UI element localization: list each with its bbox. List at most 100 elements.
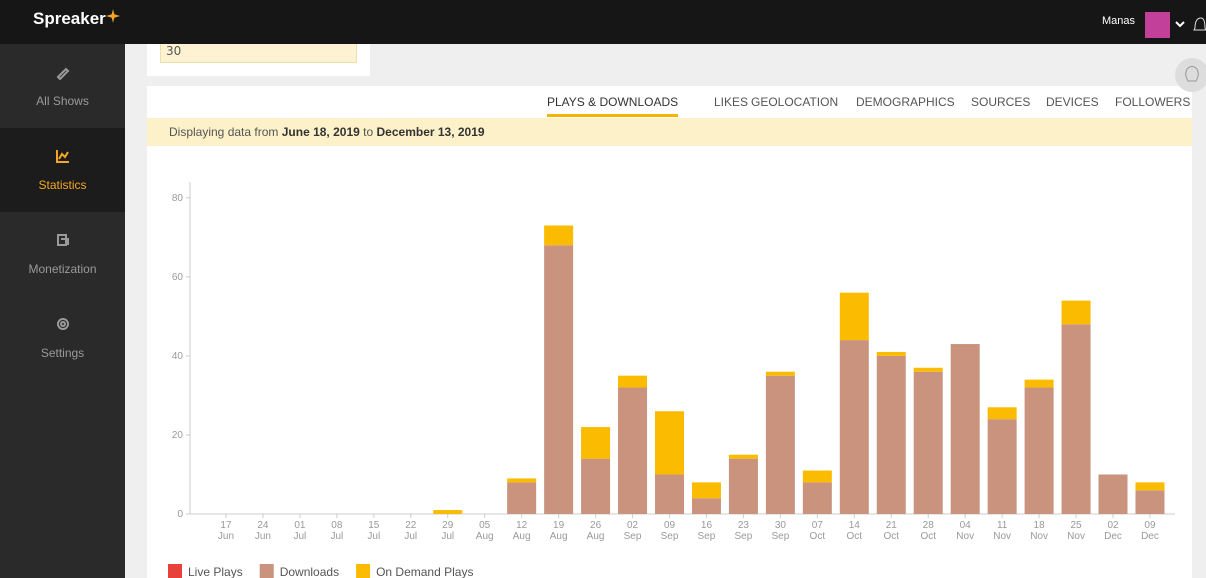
x-tick-label: 19 xyxy=(553,520,565,531)
banner-start: June 18, 2019 xyxy=(282,125,360,139)
user-name[interactable]: Manas xyxy=(1102,15,1135,27)
banner-end: December 13, 2019 xyxy=(377,125,485,139)
x-tick-label: 01 xyxy=(294,520,306,531)
bar-segment xyxy=(803,482,832,514)
x-tick-label: 05 xyxy=(479,520,491,531)
summary-card: 30 xyxy=(147,44,370,76)
x-tick-label: Nov xyxy=(993,531,1011,542)
bar-segment xyxy=(544,245,573,514)
legend-label: On Demand Plays xyxy=(376,565,473,578)
hint-button[interactable] xyxy=(1174,57,1206,93)
nav-icon xyxy=(55,316,71,332)
logo-star xyxy=(106,9,120,23)
legend-swatch xyxy=(168,564,182,578)
nav-label[interactable]: All Shows xyxy=(0,94,125,108)
dropdown-arrow[interactable] xyxy=(1176,22,1184,26)
chart: 02040608017Jun24Jun01Jul08Jul15Jul22Jul2… xyxy=(147,146,1192,578)
bar-segment xyxy=(433,510,462,514)
x-tick-label: 07 xyxy=(812,520,824,531)
x-tick-label: 17 xyxy=(220,520,232,531)
banner-text: Displaying data from xyxy=(169,125,278,139)
bar-segment xyxy=(877,352,906,356)
logo[interactable]: Spreaker xyxy=(33,9,120,29)
x-tick-label: 23 xyxy=(738,520,750,531)
icon-shape xyxy=(58,319,68,329)
x-tick-label: Sep xyxy=(624,531,642,542)
x-tick-label: Aug xyxy=(513,531,531,542)
bar-segment xyxy=(692,482,721,498)
x-tick-label: Oct xyxy=(847,531,863,542)
bar-segment xyxy=(988,419,1017,514)
x-tick-label: Jul xyxy=(441,531,454,542)
bar-segment xyxy=(840,293,869,340)
tab[interactable]: GEOLOCATION xyxy=(751,95,838,109)
bar-segment xyxy=(507,478,536,482)
avatar[interactable] xyxy=(1145,12,1170,38)
nav-item[interactable]: All Shows xyxy=(0,44,125,128)
x-tick-label: Sep xyxy=(771,531,789,542)
nav-label[interactable]: Settings xyxy=(0,346,125,360)
nav-label[interactable]: Monetization xyxy=(0,262,125,276)
x-tick-label: 22 xyxy=(405,520,417,531)
x-tick-label: 29 xyxy=(442,520,454,531)
x-tick-label: Aug xyxy=(550,531,568,542)
bar-segment xyxy=(655,474,684,514)
y-tick-label: 80 xyxy=(172,193,184,204)
tab[interactable]: DEMOGRAPHICS xyxy=(856,95,955,109)
bar-segment xyxy=(877,356,906,514)
tab[interactable]: PLAYS & DOWNLOADS xyxy=(547,95,678,117)
bar-segment xyxy=(581,427,610,459)
nav-icon xyxy=(55,64,71,80)
y-tick-label: 60 xyxy=(172,272,184,283)
x-tick-label: 16 xyxy=(701,520,713,531)
x-tick-label: 09 xyxy=(1144,520,1156,531)
bar-segment xyxy=(1062,324,1091,514)
nav-item[interactable]: Settings xyxy=(0,296,125,380)
logo-text[interactable]: Spreaker xyxy=(33,9,106,28)
bar-segment xyxy=(914,372,943,514)
nav-icon xyxy=(55,232,71,248)
x-tick-label: Jul xyxy=(294,531,307,542)
x-tick-label: Sep xyxy=(698,531,716,542)
top-bar: Spreaker Manas xyxy=(0,0,1206,44)
x-tick-label: 25 xyxy=(1070,520,1082,531)
x-tick-label: 02 xyxy=(1107,520,1119,531)
x-tick-label: Jun xyxy=(218,531,234,542)
page: Spreaker Manas All Shows Statistics Moneti… xyxy=(0,0,1206,578)
x-tick-label: 21 xyxy=(886,520,898,531)
x-tick-label: Dec xyxy=(1141,531,1159,542)
nav-label[interactable]: Statistics xyxy=(0,178,125,192)
x-tick-label: Nov xyxy=(1030,531,1048,542)
bar-segment xyxy=(618,388,647,514)
nav-item[interactable]: Statistics xyxy=(0,128,125,212)
icon-shape xyxy=(58,69,68,79)
bar-segment xyxy=(729,459,758,514)
x-tick-label: Jul xyxy=(330,531,343,542)
x-tick-label: Aug xyxy=(587,531,605,542)
bar-segment xyxy=(544,225,573,245)
tab[interactable]: FOLLOWERS xyxy=(1115,95,1190,109)
tab[interactable]: LIKES xyxy=(714,95,748,109)
x-tick-label: 02 xyxy=(627,520,639,531)
y-tick-label: 40 xyxy=(172,351,184,362)
bar-segment xyxy=(1025,380,1054,388)
bar-segment xyxy=(951,344,980,514)
user-controls[interactable] xyxy=(1145,12,1206,42)
x-tick-label: 09 xyxy=(664,520,676,531)
x-tick-label: Nov xyxy=(956,531,974,542)
summary-grid: 30 xyxy=(160,44,357,63)
bar-segment xyxy=(618,376,647,388)
legend-swatch xyxy=(356,564,370,578)
tab[interactable]: SOURCES xyxy=(971,95,1030,109)
summary-value: 30 xyxy=(166,44,181,58)
bar-segment xyxy=(581,459,610,514)
x-tick-label: Dec xyxy=(1104,531,1122,542)
legend-swatch xyxy=(260,564,274,578)
bar-segment xyxy=(1062,301,1091,325)
tab[interactable]: DEVICES xyxy=(1046,95,1099,109)
bell-icon[interactable] xyxy=(1194,18,1206,30)
bar-segment xyxy=(507,482,536,514)
nav-item[interactable]: Monetization xyxy=(0,212,125,296)
bar-segment xyxy=(729,455,758,459)
x-tick-label: 08 xyxy=(331,520,343,531)
